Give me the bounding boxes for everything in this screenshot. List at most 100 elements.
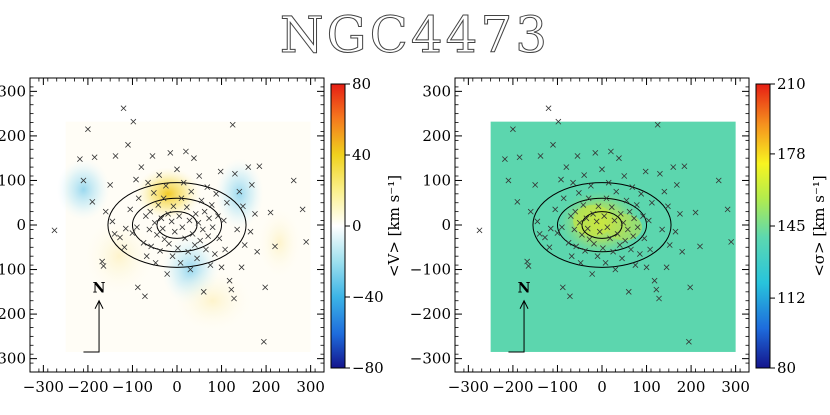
chart-title: NGC4473 [279,6,551,65]
data-point-marker [642,168,649,175]
x-tick-label: 200 [252,378,281,396]
y-tick-label: 100 [0,171,26,189]
data-point-marker [628,246,634,253]
data-point-marker [524,258,531,265]
data-point-marker [142,213,149,219]
data-point-marker [607,235,613,242]
data-point-marker [120,105,127,112]
data-point-marker [198,197,205,204]
data-point-marker [665,203,671,210]
data-point-marker [89,198,96,205]
data-point-marker [134,224,140,231]
data-point-marker [177,259,184,266]
data-point-marker [565,239,572,246]
data-point-marker [195,219,202,226]
y-tick-label: −300 [0,350,26,368]
data-point-marker [600,245,606,252]
north-arrow-head [519,299,529,309]
colorbar-tick-label: 80 [777,359,796,377]
data-point-marker [156,172,163,178]
data-point-marker [91,154,98,161]
y-tick-label: 200 [0,127,26,145]
data-point-marker [125,141,131,148]
data-point-marker [602,259,609,266]
data-point-marker [552,206,559,213]
data-point-marker [638,190,645,197]
data-point-marker [77,156,83,162]
data-point-marker [248,182,255,188]
data-point-marker [516,154,523,161]
data-point-marker [147,208,154,215]
data-point-marker [677,210,683,217]
data-point-marker [272,243,278,250]
colorbar: 210 178 145 112 80 <σ> [km s⁻¹] [755,75,828,377]
map-positive-region [134,167,202,221]
data-point-marker [534,218,541,225]
colorbar-label: <σ> [km s⁻¹] [810,175,828,277]
colorbar-gradient [755,83,771,369]
colorbar-tick-label: 178 [777,145,806,163]
panel-dispersion: N−300 −200 −100 0 100 200 300−300−200−10001002… [410,75,828,396]
x-tick-label: −200 [492,378,533,396]
x-tick-label: 100 [207,378,236,396]
x-tick-label: 100 [632,378,661,396]
data-point-marker [127,206,134,213]
data-point-marker [254,248,261,255]
data-point-marker [554,230,561,236]
data-point-marker [654,121,661,128]
data-point-marker [299,206,306,213]
data-point-marker [622,237,629,244]
data-point-marker [616,242,623,248]
data-point-marker [580,202,587,208]
data-point-marker [545,105,552,112]
data-point-marker [256,163,263,170]
data-point-marker [567,293,573,300]
data-point-marker [608,204,615,211]
data-point-marker [583,215,590,222]
data-point-marker [140,239,147,246]
data-point-marker [536,231,543,237]
data-point-marker [715,177,722,184]
data-point-marker [167,149,174,156]
data-point-marker [728,239,735,245]
x-tick-label: 0 [597,378,607,396]
data-point-marker [168,218,175,225]
x-tick-label: −300 [448,378,489,396]
map-core-peak [573,204,614,237]
data-point-marker [631,215,637,222]
data-point-marker [146,226,153,233]
data-point-marker [165,210,171,217]
data-point-marker [170,203,177,210]
data-point-marker [180,179,187,186]
data-point-marker [224,199,230,206]
data-point-marker [209,224,216,231]
y-tick-label: 100 [422,171,451,189]
data-point-marker [232,170,238,177]
data-point-marker [619,255,625,262]
data-point-marker [186,217,193,224]
data-point-marker [189,231,196,237]
north-label: N [518,281,531,297]
isophote-contour [131,197,223,253]
data-point-marker [187,266,194,273]
data-point-marker [568,253,575,260]
data-point-marker [591,240,597,247]
x-tick-label: −300 [23,378,64,396]
data-point-marker [211,251,218,257]
data-point-marker [629,184,636,191]
data-point-marker [220,217,227,224]
data-point-marker [587,182,594,189]
data-point-marker [99,258,106,265]
data-point-marker [267,209,274,216]
data-point-marker [228,286,235,293]
data-point-marker [215,213,221,219]
data-point-marker [666,242,673,248]
data-point-marker [206,215,212,222]
data-point-marker [161,236,168,243]
data-point-marker [234,226,241,233]
data-point-marker [608,148,614,155]
data-point-marker [542,234,548,241]
data-point-marker [130,118,137,125]
data-point-marker [620,219,627,226]
data-point-marker [651,277,658,284]
